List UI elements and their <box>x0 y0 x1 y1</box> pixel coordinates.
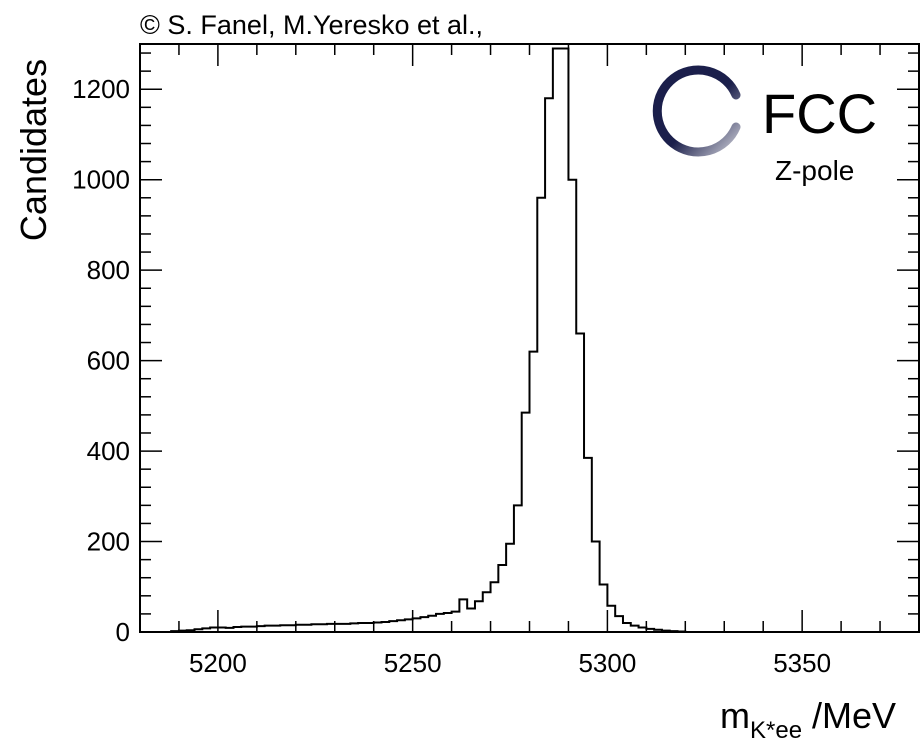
x-tick-label: 5250 <box>384 648 442 678</box>
fcc-ring-icon <box>652 65 741 157</box>
fcc-logo-text: FCC <box>762 82 877 145</box>
y-tick-label: 0 <box>116 617 130 647</box>
x-axis-title-unit: /MeV <box>802 695 896 736</box>
x-tick-label: 5350 <box>773 648 831 678</box>
histogram-series <box>140 47 919 633</box>
y-tick-label: 800 <box>87 255 130 285</box>
fcc-logo: FCC Z-pole <box>652 65 877 186</box>
x-axis-title-sub: K*ee <box>750 717 802 742</box>
z-pole-label: Z-pole <box>775 155 854 186</box>
y-tick-label: 200 <box>87 527 130 557</box>
y-tick-label: 600 <box>87 346 130 376</box>
y-tick-label: 1000 <box>72 165 130 195</box>
x-tick-label: 5200 <box>189 648 247 678</box>
x-tick-label: 5300 <box>578 648 636 678</box>
y-tick-label: 400 <box>87 436 130 466</box>
y-axis-title: Candidates <box>13 59 54 241</box>
x-tick-labels: 5200 5250 5300 5350 <box>189 648 831 678</box>
axis-ticks <box>139 44 920 633</box>
x-axis-title: mK*ee /MeV <box>720 695 896 742</box>
x-axis-title-main: m <box>720 695 750 736</box>
credit-text: © S. Fanel, M.Yeresko et al., <box>140 10 483 40</box>
y-tick-labels: 0 200 400 600 800 1000 1200 <box>72 74 130 647</box>
y-tick-label: 1200 <box>72 74 130 104</box>
